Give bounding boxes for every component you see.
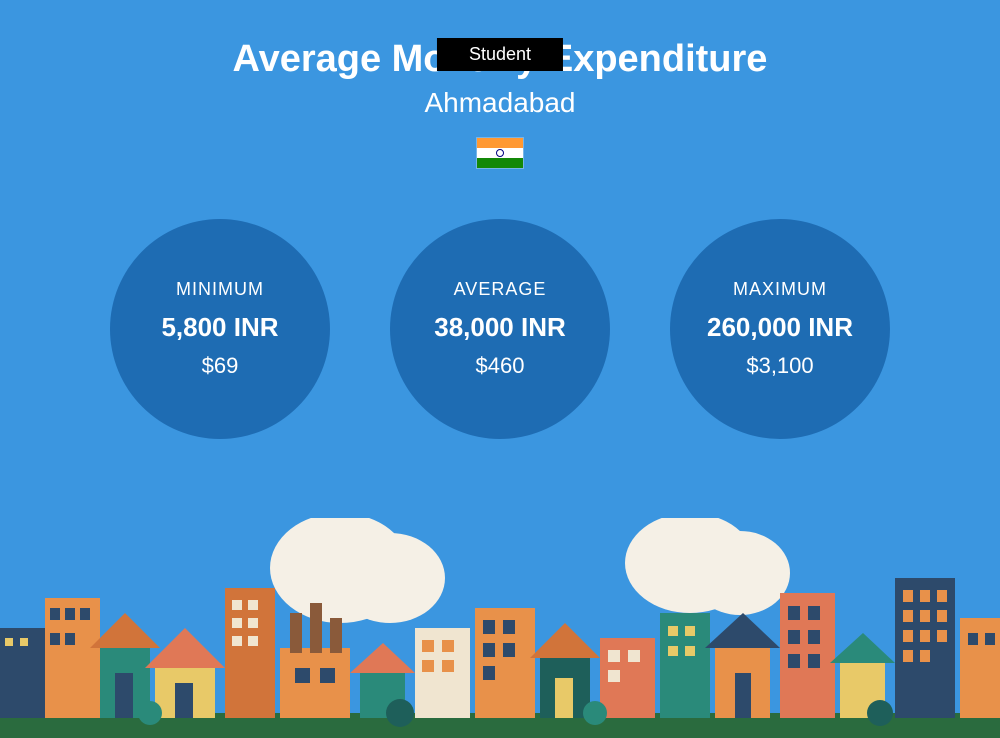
stat-value: 38,000 INR: [434, 312, 566, 343]
stat-minimum: MINIMUM 5,800 INR $69: [110, 219, 330, 439]
stat-usd: $69: [202, 353, 239, 379]
flag-green-stripe: [477, 158, 523, 168]
stat-label: AVERAGE: [454, 279, 547, 300]
flag-chakra-icon: [496, 149, 504, 157]
city-name: Ahmadabad: [0, 87, 1000, 119]
stat-usd: $460: [476, 353, 525, 379]
category-badge: Student: [437, 38, 563, 71]
stat-value: 5,800 INR: [161, 312, 278, 343]
stat-maximum: MAXIMUM 260,000 INR $3,100: [670, 219, 890, 439]
flag-white-stripe: [477, 148, 523, 158]
country-flag-icon: [476, 137, 524, 169]
stat-label: MAXIMUM: [733, 279, 827, 300]
stat-usd: $3,100: [746, 353, 813, 379]
flag-saffron-stripe: [477, 138, 523, 148]
cityscape-illustration: [0, 518, 1000, 738]
stat-label: MINIMUM: [176, 279, 264, 300]
stat-value: 260,000 INR: [707, 312, 853, 343]
stats-container: MINIMUM 5,800 INR $69 AVERAGE 38,000 INR…: [0, 219, 1000, 439]
stat-average: AVERAGE 38,000 INR $460: [390, 219, 610, 439]
